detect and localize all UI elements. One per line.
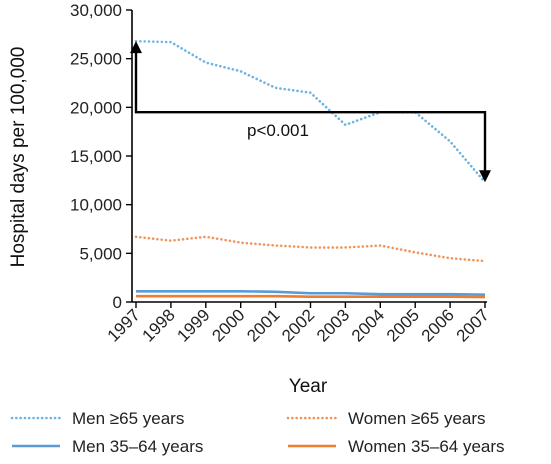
legend-label-1: Women ≥65 years [348,409,486,428]
y-axis-title: Hospital days per 100,000 [8,47,29,268]
y-tick-label: 25,000 [70,50,122,69]
series-layer [134,39,487,299]
y-tick-label: 0 [113,293,122,312]
annotation-arrow-down [479,170,491,183]
series-line-0 [134,39,487,184]
x-tick-label: 2000 [208,305,248,345]
y-tick-label: 20,000 [70,98,122,117]
annotation-arrow-up [130,41,142,54]
x-tick-label: 2007 [453,305,493,345]
annotation-layer: p<0.001 [130,41,491,183]
annotation-bracket [134,49,487,175]
x-axis-title: Year [289,376,328,397]
series-line-2 [136,289,486,296]
y-tick-label: 5,000 [79,244,122,263]
y-tick-label: 10,000 [70,196,122,215]
legend-label-0: Men ≥65 years [72,409,184,428]
x-ticks: 1997199819992000200120022003200420052006… [104,302,493,346]
axes-layer [131,10,487,303]
x-tick-label: 2006 [418,305,458,345]
x-tick-label: 1997 [104,305,144,345]
legend-label-3: Women 35–64 years [348,437,505,456]
p-value-annotation: p<0.001 [247,121,309,140]
x-tick-label: 2002 [278,305,318,345]
y-tick-label: 15,000 [70,147,122,166]
legend-label-2: Men 35–64 years [72,437,203,456]
series-line-3 [136,294,486,299]
x-tick-label: 2004 [348,305,388,345]
x-tick-label: 2001 [243,305,283,345]
series-line-1 [134,235,487,263]
x-tick-label: 1998 [139,305,179,345]
y-ticks: 0 5,000 10,000 15,000 20,000 25,000 30,000 [70,1,132,312]
y-tick-label: 30,000 [70,1,122,20]
legend: Men ≥65 years Women ≥65 years Men 35–64 ye… [10,409,505,456]
x-tick-label: 2005 [383,305,423,345]
x-tick-label: 1999 [173,305,213,345]
x-tick-label: 2003 [313,305,353,345]
